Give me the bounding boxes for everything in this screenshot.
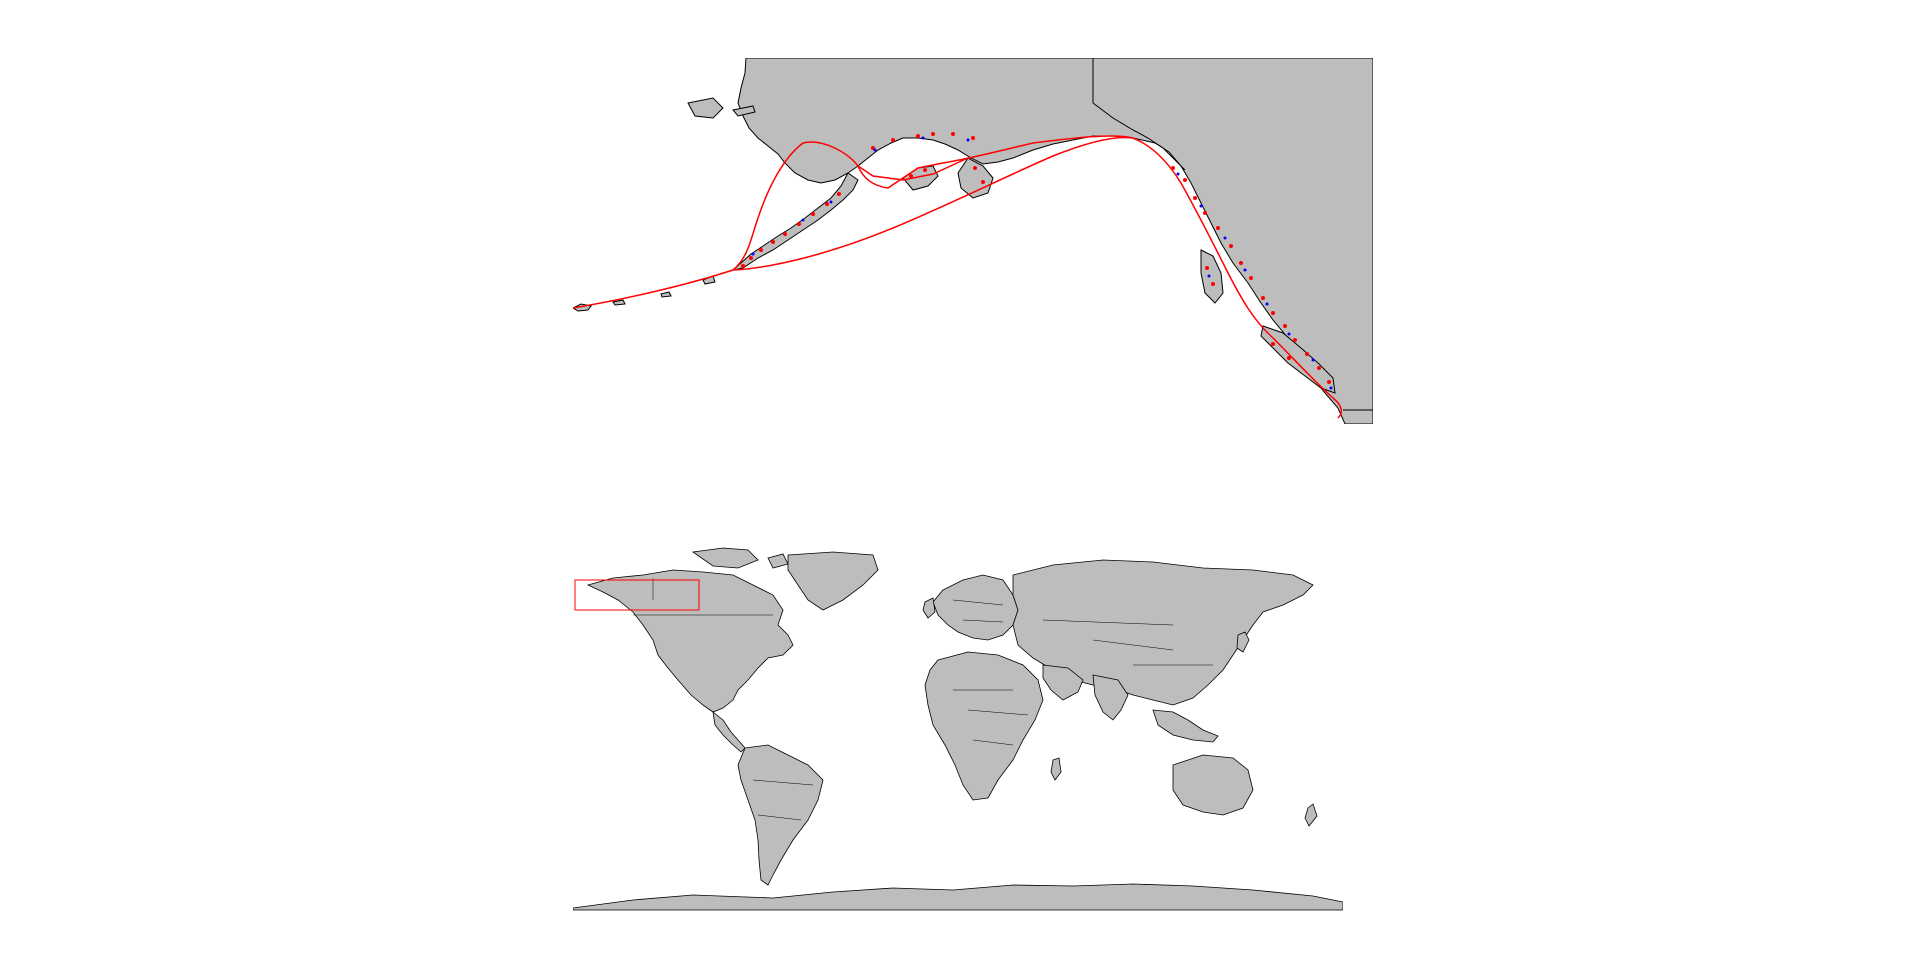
detail-route: [573, 135, 1343, 419]
australia: [1172, 754, 1254, 816]
antarctica: [573, 883, 1343, 911]
world-borders: [633, 578, 1213, 821]
southeast-asia: [1152, 709, 1219, 743]
europe-borders: [952, 599, 1004, 623]
central-america: [712, 711, 746, 753]
world-map: [573, 540, 1343, 920]
africa-borders: [953, 689, 1029, 746]
mainland-landmass: [737, 58, 1373, 424]
detail-map: [573, 58, 1373, 424]
vancouver-island: [1260, 325, 1336, 394]
greenland: [787, 551, 879, 611]
kodiak-island: [902, 165, 939, 191]
detail-points: [741, 132, 1333, 390]
japan: [1236, 631, 1250, 653]
asia: [1012, 559, 1314, 706]
haida-gwaii: [1200, 249, 1224, 304]
chukotka-tip: [687, 97, 724, 119]
alaska-peninsula: [731, 172, 859, 271]
blue-points: [751, 136, 1333, 390]
south-america: [737, 744, 824, 886]
india: [1092, 674, 1129, 721]
route-inner: [732, 136, 1134, 271]
europe: [932, 574, 1019, 641]
detail-land: [573, 58, 1373, 424]
world-map-svg: [573, 547, 1343, 911]
detail-map-svg: [573, 58, 1373, 424]
asia-borders: [1042, 619, 1213, 666]
extent-box: [574, 579, 700, 611]
africa: [924, 651, 1044, 801]
aleutian-islands: [573, 275, 716, 312]
south-america-borders: [752, 779, 814, 821]
arabia: [1042, 664, 1084, 701]
st-lawrence-island: [732, 105, 756, 117]
route-gulf: [857, 157, 969, 181]
madagascar: [1050, 757, 1062, 781]
red-coast-marks: [741, 132, 1331, 384]
uk: [922, 597, 936, 619]
bc-coast-border: [1092, 102, 1186, 171]
route-line: [573, 135, 1343, 419]
arctic-islands: [691, 547, 789, 569]
detail-borders: [1092, 58, 1373, 411]
world-land: [573, 547, 1343, 911]
new-zealand: [1304, 803, 1318, 827]
north-america: [586, 569, 794, 713]
